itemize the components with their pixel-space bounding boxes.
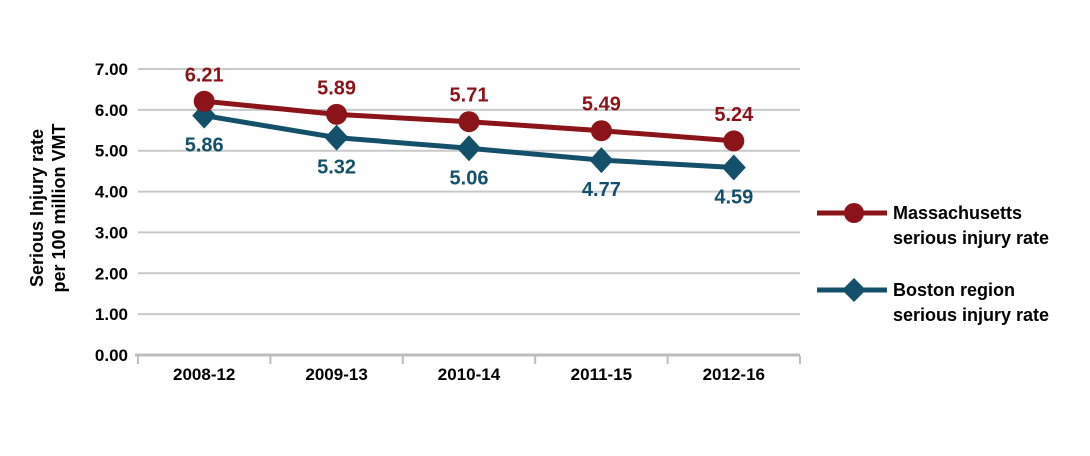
- data-point-marker-massachusetts-serious-injury-rate: [326, 103, 348, 125]
- y-axis-title: Serious Injury rate per 100 million VMT: [26, 123, 70, 292]
- legend-label-line: serious injury rate: [893, 305, 1050, 325]
- x-tick-label: 2010-14: [438, 365, 501, 384]
- data-label-boston-region-serious-injury-rate: 5.86: [185, 135, 224, 157]
- data-label-massachusetts-serious-injury-rate: 6.21: [185, 64, 224, 86]
- x-tick-label: 2008-12: [173, 365, 235, 384]
- legend-diamond-marker-icon: [842, 278, 866, 302]
- data-label-massachusetts-serious-injury-rate: 5.24: [714, 104, 754, 126]
- x-tick-label: 2012-16: [703, 365, 765, 384]
- legend-swatch-massachusetts: [817, 203, 887, 223]
- legend-item-massachusetts: Massachusetts serious injury rate: [817, 201, 1049, 251]
- legend-circle-marker-icon: [844, 203, 864, 223]
- legend-label-boston-region: Boston region serious injury rate: [893, 278, 1049, 328]
- y-tick-label: 7.00: [95, 60, 128, 79]
- data-label-boston-region-serious-injury-rate: 4.77: [582, 179, 621, 201]
- y-axis-title-line2: per 100 million VMT: [49, 123, 69, 293]
- y-tick-label: 2.00: [95, 264, 128, 283]
- data-point-marker-massachusetts-serious-injury-rate: [458, 111, 480, 133]
- data-label-boston-region-serious-injury-rate: 5.06: [450, 167, 489, 189]
- data-label-boston-region-serious-injury-rate: 4.59: [714, 186, 753, 208]
- data-point-marker-boston-region-serious-injury-rate: [589, 147, 614, 174]
- legend-item-boston-region: Boston region serious injury rate: [817, 278, 1049, 328]
- chart-legend: Massachusetts serious injury rate Boston…: [817, 201, 1049, 328]
- data-point-marker-massachusetts-serious-injury-rate: [590, 120, 612, 142]
- y-tick-label: 1.00: [95, 305, 128, 324]
- y-tick-label: 5.00: [95, 142, 128, 161]
- y-tick-label: 6.00: [95, 101, 128, 120]
- data-label-massachusetts-serious-injury-rate: 5.71: [450, 85, 489, 107]
- y-tick-label: 3.00: [95, 223, 128, 242]
- data-label-boston-region-serious-injury-rate: 5.32: [317, 157, 356, 179]
- legend-label-massachusetts: Massachusetts serious injury rate: [893, 201, 1049, 251]
- data-point-marker-boston-region-serious-injury-rate: [324, 124, 349, 151]
- y-tick-label: 0.00: [95, 346, 128, 365]
- y-axis-title-line1: Serious Injury rate: [27, 128, 47, 288]
- legend-label-line: serious injury rate: [893, 228, 1050, 248]
- legend-label-line: Boston region: [893, 280, 1015, 300]
- data-point-marker-massachusetts-serious-injury-rate: [723, 130, 745, 152]
- legend-label-line: Massachusetts: [893, 203, 1023, 223]
- data-point-marker-boston-region-serious-injury-rate: [457, 135, 481, 162]
- y-tick-label: 4.00: [95, 183, 128, 202]
- legend-swatch-boston-region: [817, 278, 887, 302]
- data-label-massachusetts-serious-injury-rate: 5.89: [317, 77, 356, 99]
- x-tick-label: 2009-13: [305, 365, 367, 384]
- data-label-massachusetts-serious-injury-rate: 5.49: [582, 94, 621, 116]
- x-tick-label: 2011-15: [571, 365, 632, 384]
- data-point-marker-massachusetts-serious-injury-rate: [193, 90, 215, 112]
- data-point-marker-boston-region-serious-injury-rate: [721, 154, 746, 181]
